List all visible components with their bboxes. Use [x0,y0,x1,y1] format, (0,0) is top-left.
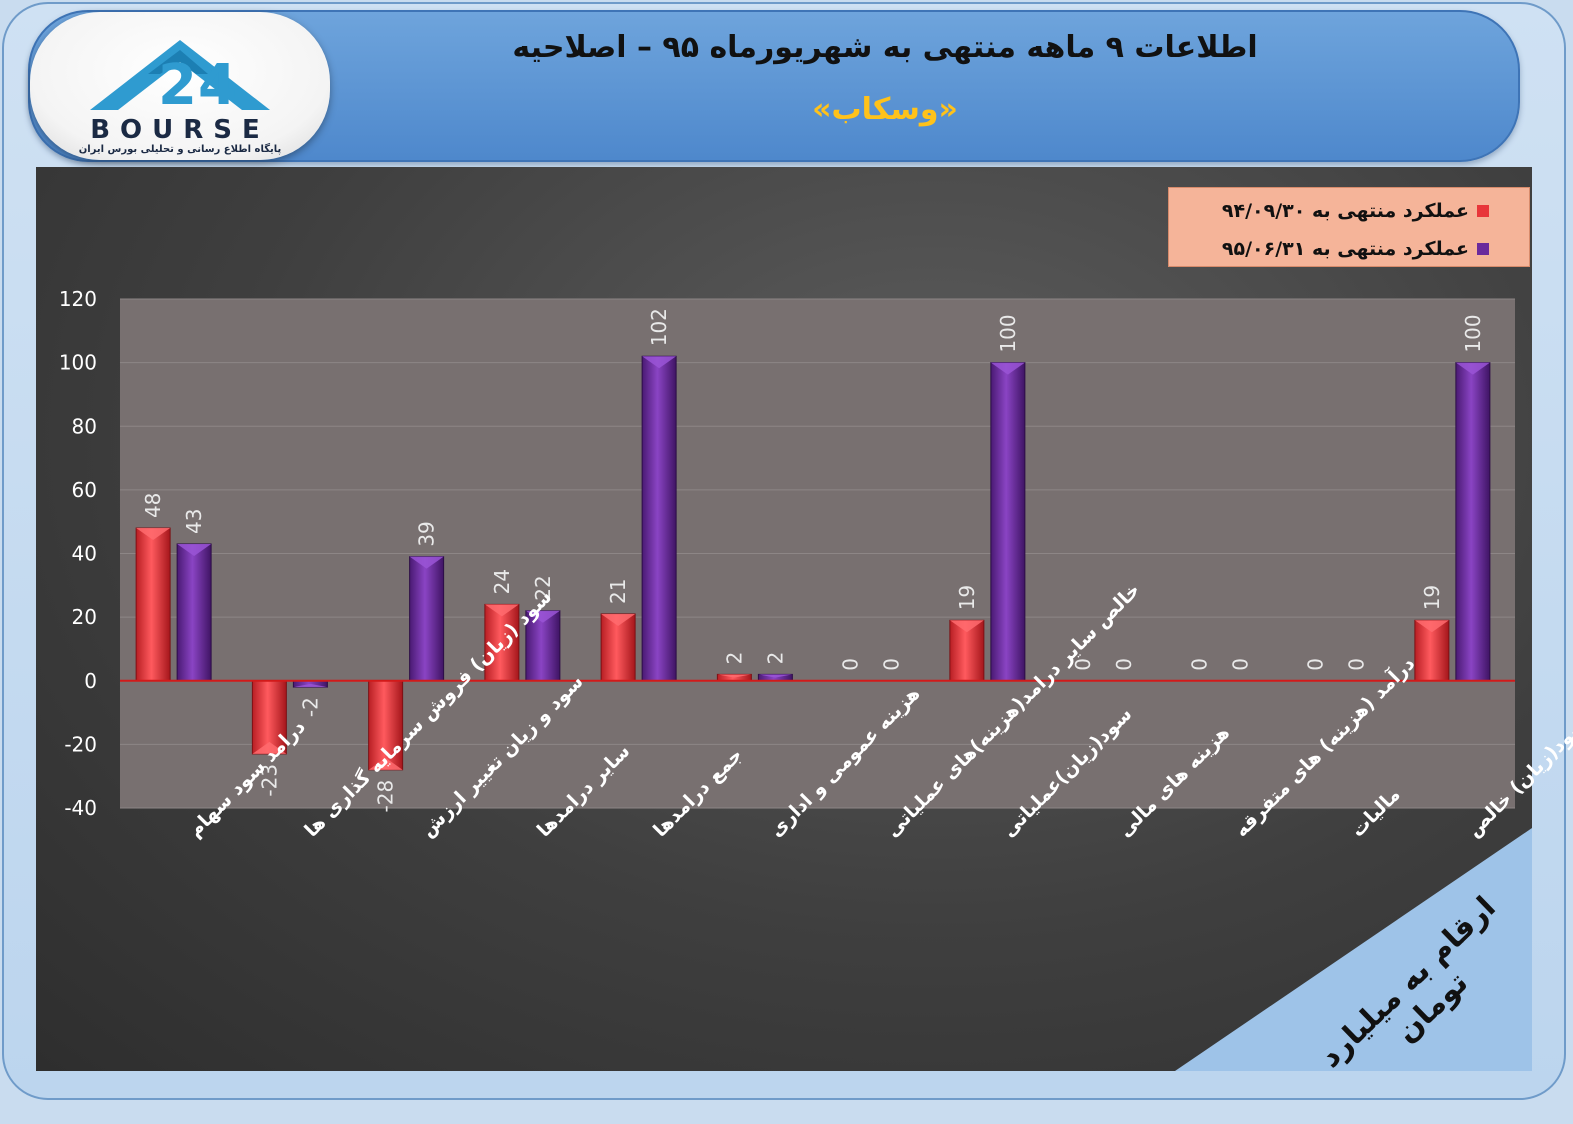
bar-1 [251,680,287,755]
bourse-logo: 2 4 BOURSE پایگاه اطلاع رسانی و تحلیلی ب… [30,12,330,160]
data-label: 0 [1187,658,1211,671]
data-label: 0 [1228,658,1252,671]
data-label: 0 [1071,658,1095,671]
bar-2 [409,556,445,682]
y-tick-label: 0 [84,669,97,693]
bar-cap-2 [1455,362,1490,375]
bar-cap-2 [293,683,328,688]
company-name: «وسکاب» [812,92,958,127]
svg-text:4: 4 [198,53,237,118]
bar-1 [368,680,404,771]
bar-cap-2 [758,674,793,678]
bar-cap-1 [1414,620,1449,633]
bar-cap-2 [177,543,212,556]
data-label: 0 [1304,658,1328,671]
data-label: 2 [722,652,746,665]
data-label: 0 [1112,658,1136,671]
bar-cap-2 [990,362,1025,375]
y-tick-label: 100 [59,351,97,375]
bar-2 [990,362,1026,682]
data-label: 0 [880,658,904,671]
logo-mark-icon: 2 4 [90,40,270,118]
data-label: 22 [531,575,555,600]
y-tick-label: 120 [59,287,97,311]
data-label: 21 [606,578,630,603]
logo-word: BOURSE [90,115,270,145]
bar-cap-1 [368,757,403,770]
data-label: 2 [763,652,787,665]
y-tick-label: 20 [72,605,97,629]
data-label: 48 [141,493,165,518]
legend-swatch-series-2 [1477,243,1489,255]
legend-item-series-2: عملکرد منتهی به ۹۵/۰۶/۳۱ [1222,238,1489,260]
bar-2 [1455,362,1491,682]
data-label: 0 [839,658,863,671]
logo-subtitle: پایگاه اطلاع رسانی و تحلیلی بورس ایران [78,144,282,155]
y-tick-label: 60 [72,478,97,502]
bar-2 [641,355,677,682]
svg-text:2: 2 [158,53,197,118]
data-label: 43 [182,509,206,534]
data-label: 39 [415,521,439,546]
bar-1 [135,527,171,682]
y-tick-label: 80 [72,414,97,438]
data-label: 0 [1345,658,1369,671]
y-tick-label: -20 [64,732,97,756]
bar-cap-1 [136,528,171,541]
legend-item-series-1: عملکرد منتهی به ۹۴/۰۹/۳۰ [1222,200,1489,222]
data-label: -2 [298,697,322,717]
y-tick-label: 40 [72,542,97,566]
bar-cap-1 [601,613,636,626]
chart-legend: عملکرد منتهی به ۹۴/۰۹/۳۰ عملکرد منتهی به… [1168,187,1530,267]
bar-cap-1 [949,620,984,633]
y-tick-label: -40 [64,796,97,820]
bar-2 [176,543,212,682]
bar-cap-1 [717,674,752,678]
data-label: 102 [647,308,671,346]
data-label: 19 [1420,585,1444,610]
legend-label-series-2: عملکرد منتهی به ۹۵/۰۶/۳۱ [1221,238,1469,260]
data-label: -23 [257,764,281,797]
bar-cap-1 [484,604,519,617]
data-label: 100 [1461,314,1485,352]
legend-label-series-1: عملکرد منتهی به ۹۴/۰۹/۳۰ [1221,200,1469,222]
data-label: 24 [490,569,514,594]
bar-cap-1 [252,741,287,754]
bar-cap-2 [409,556,444,569]
page-title: اطلاعات ۹ ماهه منتهی به شهریورماه ۹۵ – ا… [512,30,1258,65]
bar-1 [484,603,520,682]
data-label: 100 [996,314,1020,352]
data-label: -28 [374,780,398,813]
legend-swatch-series-1 [1477,205,1489,217]
bar-cap-2 [642,356,677,369]
data-label: 19 [955,585,979,610]
bar-cap-2 [525,610,560,623]
